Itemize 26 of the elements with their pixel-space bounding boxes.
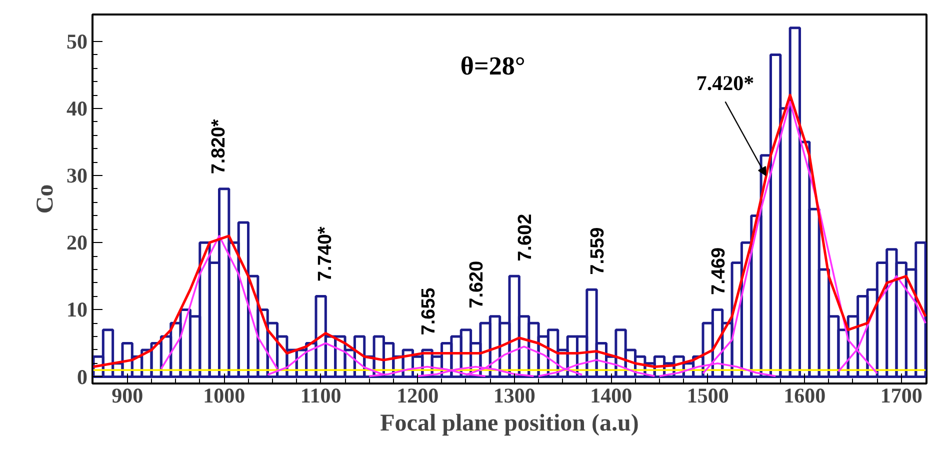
x-tick-label: 1100 — [300, 384, 342, 408]
y-tick-label: 0 — [77, 364, 88, 389]
x-tick-label: 1300 — [493, 384, 536, 408]
annotation: 7.620 — [466, 260, 488, 308]
x-tick-label: 1700 — [880, 384, 922, 408]
x-tick-label: 1400 — [590, 384, 632, 408]
y-tick-label: 40 — [66, 96, 88, 120]
annotation: 7.740* — [315, 226, 336, 282]
annotation: 7.820* — [208, 118, 230, 174]
x-tick-label: 1500 — [686, 384, 729, 408]
y-axis-title: Co — [32, 184, 58, 214]
annotation: 7.420* — [696, 71, 754, 96]
x-tick-label: 1600 — [784, 384, 826, 408]
x-axis-title: Focal plane position (a.u) — [380, 410, 639, 436]
annotation: 7.559 — [588, 227, 609, 275]
y-tick-label: 50 — [66, 29, 88, 54]
y-tick-label: 20 — [66, 230, 88, 255]
x-tick-label: 1200 — [396, 384, 439, 408]
x-tick-label: 900 — [112, 384, 144, 408]
y-tick-label: 10 — [66, 298, 88, 322]
annotation: 7.602 — [515, 214, 536, 262]
x-tick-label: 1000 — [203, 384, 246, 408]
annotation: 7.655 — [418, 287, 440, 336]
annotation: 7.469 — [708, 247, 730, 295]
y-tick-label: 30 — [66, 164, 88, 188]
annotation: θ=28° — [460, 52, 526, 81]
